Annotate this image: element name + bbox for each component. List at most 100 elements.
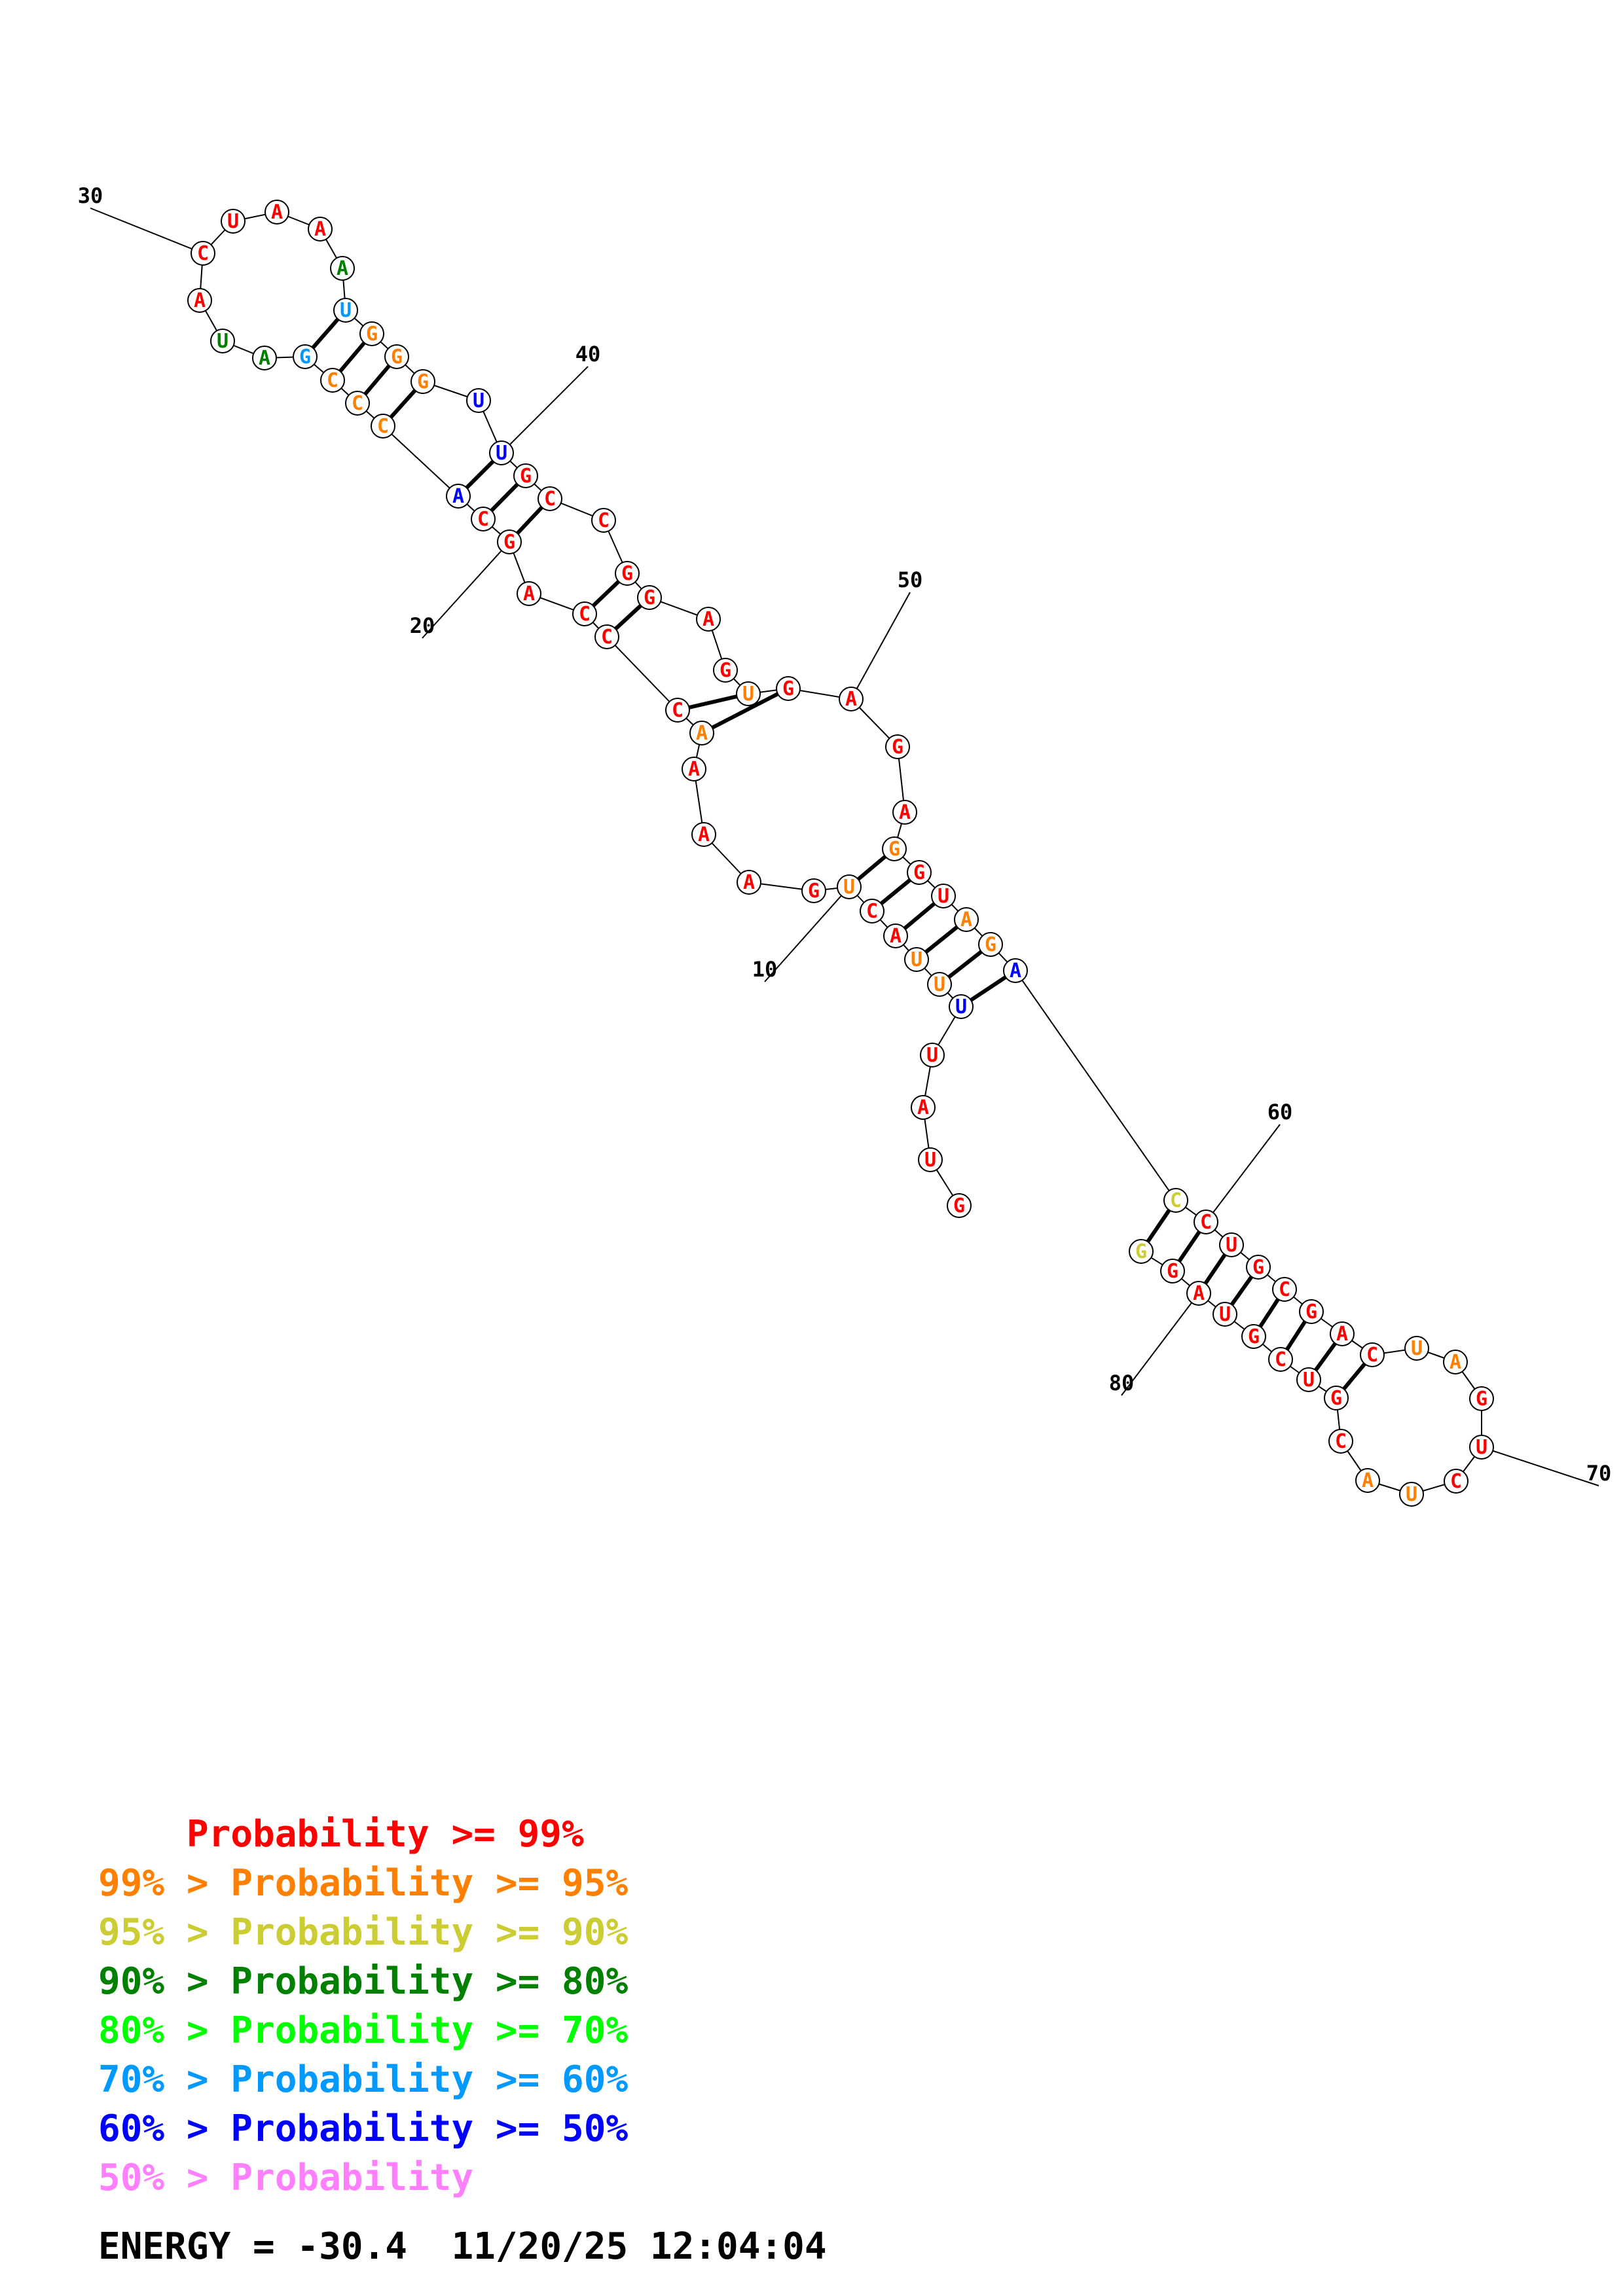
nucleotide-82: G: [1129, 1239, 1154, 1264]
nucleotide-circle: [187, 288, 212, 313]
legend-text: Probability >= 50%: [230, 2108, 629, 2150]
nucleotide-41: G: [513, 463, 538, 488]
nucleotide-78: G: [1241, 1324, 1266, 1349]
nucleotide-59: C: [1163, 1188, 1188, 1213]
nucleotide-39: U: [466, 388, 491, 413]
nucleotide-circle: [947, 1193, 972, 1218]
nucleotide-circle: [264, 200, 289, 224]
nucleotide-47: G: [713, 658, 738, 683]
nucleotide-circle: [471, 507, 496, 531]
nucleotide-circle: [210, 329, 235, 353]
legend-row: 99% > Probability >= 95%: [98, 1865, 628, 1902]
nucleotide-16: C: [665, 698, 690, 723]
nucleotide-letter: A: [452, 485, 464, 508]
nucleotide-2: U: [918, 1147, 943, 1172]
nucleotide-letter: A: [259, 347, 270, 370]
nucleotide-letter: A: [1336, 1323, 1348, 1346]
backbone-segment: [606, 636, 678, 711]
nucleotide-letter: A: [890, 925, 902, 948]
nucleotide-letter: G: [1476, 1388, 1487, 1410]
nucleotide-letter: G: [520, 465, 532, 488]
nucleotide-circle: [1355, 1468, 1380, 1493]
nucleotide-letter: U: [926, 1044, 938, 1067]
legend-row: 95% > Probability >= 90%: [98, 1914, 628, 1951]
nucleotide-circle: [1246, 1255, 1271, 1280]
nucleotide-62: G: [1246, 1255, 1271, 1280]
nucleotide-letter: U: [1219, 1303, 1231, 1326]
nucleotide-54: G: [907, 860, 932, 885]
nucleotide-letter: C: [1335, 1430, 1347, 1453]
nucleotide-44: G: [615, 561, 640, 586]
index-tick: [850, 592, 911, 700]
index-label-70: 70: [1586, 1461, 1612, 1486]
legend-text: Probability >= 95%: [230, 1862, 629, 1905]
index-label-layer: 10 20 30 40 50 60 70 80: [78, 183, 1612, 1486]
nucleotide-letter: G: [888, 838, 900, 861]
nucleotide-letter: A: [1362, 1469, 1374, 1492]
nucleotide-circle: [1404, 1336, 1429, 1361]
nucleotide-66: C: [1360, 1342, 1385, 1367]
nucleotide-letter: U: [924, 1149, 936, 1172]
nucleotide-letter: U: [217, 330, 228, 353]
nucleotide-letter: A: [960, 908, 972, 931]
nucleotide-letter: A: [917, 1096, 929, 1119]
nucleotide-circle: [1241, 1324, 1266, 1349]
nucleotide-61: U: [1219, 1232, 1244, 1257]
nucleotide-circle: [1443, 1350, 1468, 1374]
legend-text: Probability >= 70%: [230, 2009, 629, 2052]
nucleotide-circle: [1003, 958, 1028, 983]
legend-prefix: 80% >: [98, 2009, 231, 2052]
backbone-segment: [1015, 970, 1176, 1201]
nucleotide-letter: C: [377, 415, 389, 438]
nucleotide-7: U: [904, 947, 929, 972]
nucleotide-letter: C: [1275, 1348, 1286, 1371]
nucleotide-circle: [1399, 1482, 1424, 1507]
nucleotide-letter: A: [314, 218, 326, 241]
nucleotide-letter: G: [1305, 1300, 1317, 1323]
legend-row: 70% > Probability >= 60%: [98, 2062, 628, 2098]
nucleotide-letter: A: [688, 758, 700, 781]
nucleotide-9: C: [860, 899, 884, 924]
nucleotide-circle: [1324, 1386, 1349, 1410]
nucleotide-letter: G: [1167, 1260, 1178, 1283]
nucleotide-circle: [466, 388, 491, 413]
nucleotide-12: A: [737, 870, 761, 895]
nucleotide-circle: [1444, 1469, 1468, 1494]
nucleotide-circle: [665, 698, 690, 723]
nucleotide-14: A: [682, 757, 706, 781]
legend-text: Probability >= 60%: [230, 2058, 629, 2101]
backbone-layer: [199, 211, 1482, 1495]
nucleotide-34: A: [330, 256, 355, 281]
nucleotide-letter: U: [955, 996, 967, 1018]
nucleotide-77: C: [1268, 1347, 1293, 1372]
nucleotide-circle: [1296, 1367, 1321, 1392]
nucleotide-circle: [776, 676, 801, 701]
legend-text: Probability >= 90%: [230, 1911, 629, 1954]
nucleotide-circle: [410, 369, 435, 394]
legend-prefix: 60% >: [98, 2108, 231, 2150]
nucleotide-8: A: [883, 924, 908, 948]
nucleotide-circle: [837, 874, 862, 899]
index-tick: [90, 207, 204, 254]
nucleotide-26: G: [293, 344, 318, 369]
nucleotide-45: G: [637, 585, 662, 610]
nucleotide-letter: U: [938, 885, 949, 908]
nucleotide-31: U: [221, 209, 246, 234]
nucleotide-letter: G: [299, 346, 311, 368]
nucleotide-letter: G: [1248, 1325, 1260, 1348]
nucleotide-68: A: [1443, 1350, 1468, 1374]
nucleotide-circle: [954, 907, 979, 932]
nucleotide-13: A: [691, 822, 716, 847]
legend-text: Probability: [230, 2157, 474, 2199]
index-tick: [1121, 1293, 1199, 1396]
legend-row: 90% > Probability >= 80%: [98, 1964, 628, 2000]
nucleotide-circle: [1186, 1281, 1211, 1306]
index-tick: [1205, 1124, 1281, 1223]
nucleotide-circle: [308, 217, 333, 242]
nucleotide-circle: [1268, 1347, 1293, 1372]
nucleotide-circle: [839, 687, 864, 711]
nucleotide-letter: C: [866, 900, 878, 923]
nucleotide-letter: C: [197, 242, 209, 265]
nucleotide-circle: [931, 884, 956, 908]
